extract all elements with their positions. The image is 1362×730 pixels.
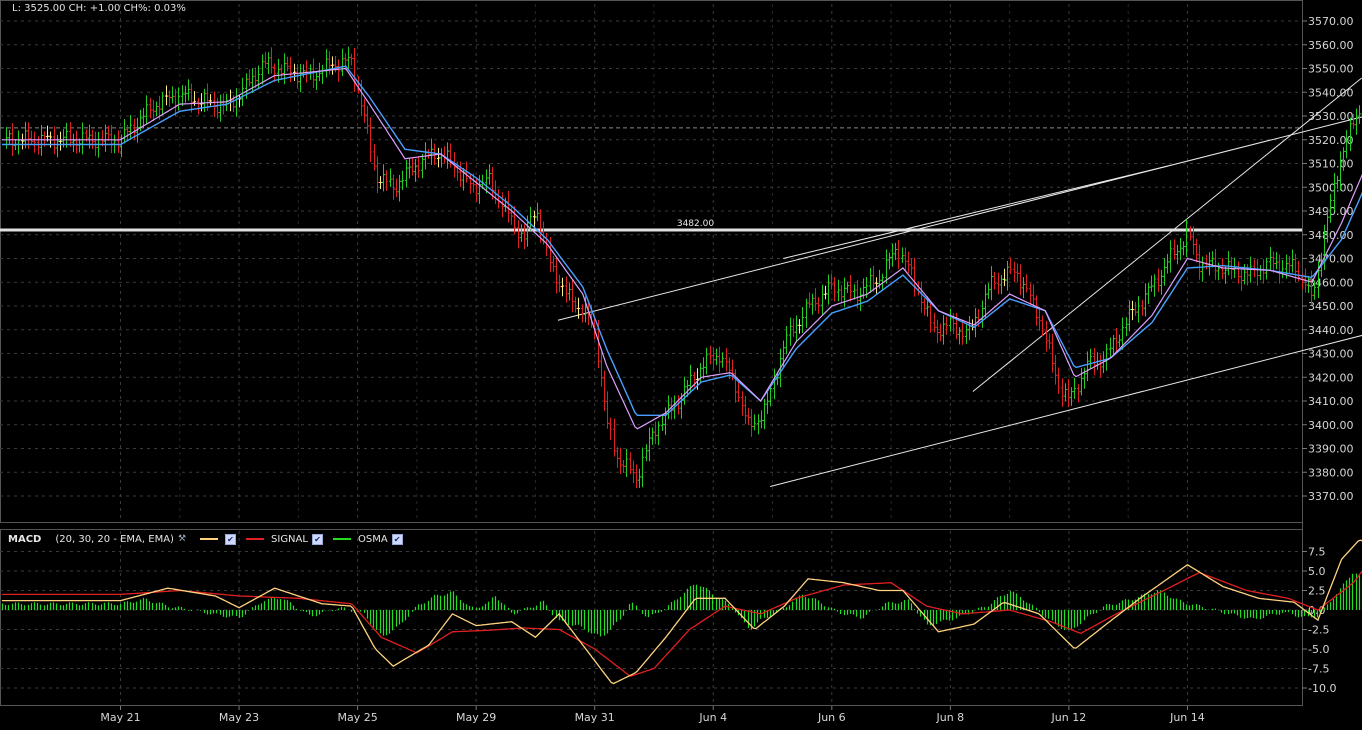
y-tick-label: 3400.00 (1308, 419, 1354, 432)
macd-swatch (200, 538, 219, 540)
macd-line (2, 539, 1362, 685)
osma-toggle-checkbox[interactable]: ✔ (391, 533, 403, 545)
trendline (783, 165, 1169, 259)
y-tick-label: 3440.00 (1308, 324, 1354, 337)
y-tick-label: 3420.00 (1308, 371, 1354, 384)
x-tick-label: May 29 (456, 711, 496, 724)
x-tick-label: May 23 (219, 711, 259, 724)
x-tick-label: May 21 (100, 711, 140, 724)
signal-toggle-checkbox[interactable]: ✔ (311, 533, 323, 545)
y-tick-label: 3570.00 (1308, 15, 1354, 28)
y-tick-label: 3550.00 (1308, 63, 1354, 76)
horizontal-level-label: 3482.00 (677, 219, 714, 229)
macd-y-tick-label: -7.5 (1308, 663, 1329, 676)
signal-line (2, 570, 1362, 678)
y-tick-label: 3480.00 (1308, 229, 1354, 242)
y-tick-label: 3430.00 (1308, 348, 1354, 361)
signal-label: SIGNAL (271, 533, 308, 545)
osma-swatch (332, 538, 351, 540)
wrench-icon[interactable]: ⚒ (177, 534, 187, 544)
y-tick-label: 3410.00 (1308, 395, 1354, 408)
y-tick-label: 3470.00 (1308, 253, 1354, 266)
signal-swatch (246, 538, 265, 540)
y-tick-label: 3530.00 (1308, 110, 1354, 123)
y-tick-label: 3450.00 (1308, 300, 1354, 313)
y-tick-label: 3380.00 (1308, 466, 1354, 479)
y-tick-label: 3500.00 (1308, 181, 1354, 194)
macd-params: (20, 30, 20 - EMA, EMA) (55, 533, 174, 545)
x-tick-label: Jun 14 (1169, 711, 1205, 724)
x-tick-label: May 31 (575, 711, 615, 724)
y-tick-label: 3370.00 (1308, 490, 1354, 503)
y-tick-label: 3520.00 (1308, 134, 1354, 147)
macd-y-tick-label: 2.5 (1308, 585, 1326, 598)
x-tick-label: Jun 6 (817, 711, 846, 724)
macd-title: MACD (8, 533, 42, 545)
trendline (972, 77, 1362, 392)
y-tick-label: 3510.00 (1308, 158, 1354, 171)
trendline (770, 334, 1362, 487)
macd-y-tick-label: -5.0 (1308, 643, 1329, 656)
macd-panel-frame (0, 529, 1303, 706)
macd-y-tick-label: 5.0 (1308, 565, 1326, 578)
x-tick-label: Jun 8 (936, 711, 965, 724)
x-tick-label: Jun 4 (698, 711, 727, 724)
macd-y-tick-label: -2.5 (1308, 624, 1329, 637)
osma-label: OSMA (357, 533, 388, 545)
trendline (557, 116, 1362, 321)
quote-readout: L: 3525.00 CH: +1.00 CH%: 0.03% (12, 3, 186, 14)
macd-y-tick-label: -10.0 (1308, 682, 1336, 695)
y-tick-label: 3560.00 (1308, 39, 1354, 52)
macd-y-tick-label: 7.5 (1308, 546, 1326, 559)
price-panel-frame (0, 0, 1303, 523)
x-tick-label: Jun 12 (1051, 711, 1087, 724)
x-tick-label: May 25 (337, 711, 377, 724)
moving-average-slow (2, 65, 1362, 416)
y-tick-label: 3390.00 (1308, 443, 1354, 456)
y-tick-label: 3460.00 (1308, 276, 1354, 289)
moving-average-fast (2, 67, 1362, 430)
macd-toggle-checkbox[interactable]: ✔ (225, 533, 237, 545)
macd-legend: MACD (20, 30, 20 - EMA, EMA) ⚒ ✔ SIGNAL … (8, 532, 407, 546)
y-tick-label: 3540.00 (1308, 86, 1354, 99)
